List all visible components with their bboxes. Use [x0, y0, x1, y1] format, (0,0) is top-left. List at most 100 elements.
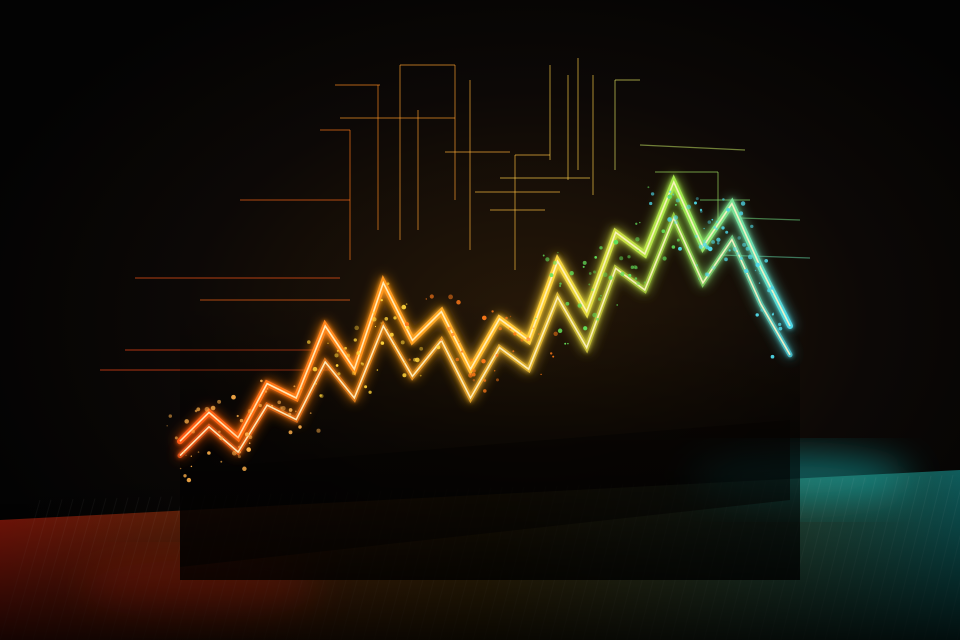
- spark: [728, 249, 731, 252]
- glowing-particles: [166, 186, 783, 483]
- spark: [376, 369, 379, 371]
- spark: [737, 236, 741, 240]
- spark: [588, 283, 591, 286]
- spark: [316, 428, 321, 433]
- spark: [755, 313, 759, 317]
- spark: [668, 190, 672, 194]
- spark: [405, 303, 408, 305]
- spark: [736, 252, 740, 255]
- spark: [190, 455, 192, 457]
- spark: [619, 256, 624, 261]
- spark: [520, 338, 524, 342]
- spark: [493, 370, 496, 372]
- spark: [380, 299, 383, 302]
- spark: [667, 194, 672, 200]
- spark: [217, 399, 222, 404]
- spark: [439, 339, 442, 342]
- spark: [496, 378, 499, 382]
- spark: [354, 325, 359, 331]
- spark: [760, 308, 764, 312]
- spark: [368, 390, 372, 394]
- spark: [635, 237, 640, 242]
- spark: [298, 425, 302, 429]
- spark: [425, 298, 428, 300]
- spark: [470, 358, 473, 362]
- spark: [495, 353, 499, 357]
- spark: [667, 217, 672, 222]
- spark: [725, 230, 729, 234]
- spark: [747, 254, 753, 260]
- spark: [491, 310, 494, 313]
- spark: [319, 394, 322, 397]
- spark: [403, 361, 406, 364]
- spark: [672, 193, 675, 196]
- bar-shadow-fade: [180, 300, 800, 580]
- spark: [746, 274, 748, 276]
- spark: [429, 294, 434, 299]
- spark: [288, 412, 292, 416]
- spark: [764, 258, 769, 263]
- spark: [565, 301, 570, 306]
- spark: [671, 245, 676, 249]
- spark: [678, 246, 682, 251]
- spark: [413, 357, 417, 362]
- spark: [448, 294, 453, 300]
- spark: [468, 373, 473, 378]
- spark: [724, 257, 728, 262]
- spark: [591, 288, 594, 292]
- spark: [307, 340, 311, 344]
- spark: [334, 353, 339, 358]
- spark: [186, 477, 192, 483]
- spark: [220, 460, 223, 463]
- spark: [191, 429, 195, 434]
- spark: [277, 400, 282, 405]
- spark: [168, 414, 173, 418]
- spark: [599, 246, 603, 250]
- spark: [702, 239, 707, 244]
- spark: [767, 288, 771, 293]
- spark: [540, 373, 542, 376]
- spark: [694, 234, 698, 238]
- spark: [236, 414, 239, 418]
- spark: [643, 281, 646, 284]
- spark: [744, 268, 749, 274]
- spark: [697, 278, 700, 280]
- spark: [207, 451, 211, 455]
- spark: [351, 371, 356, 376]
- spark: [196, 407, 201, 412]
- spark: [702, 242, 707, 247]
- spark: [364, 385, 368, 389]
- spark: [402, 373, 407, 378]
- spark: [549, 352, 553, 355]
- spark: [630, 265, 635, 270]
- spark: [183, 474, 187, 478]
- spark: [722, 198, 725, 201]
- spark: [711, 265, 716, 270]
- spark: [553, 331, 558, 337]
- spark: [588, 272, 592, 275]
- spark: [634, 265, 638, 270]
- spark: [194, 409, 198, 413]
- spark: [337, 372, 341, 376]
- spark: [756, 297, 759, 300]
- spark: [266, 388, 269, 390]
- spark: [582, 265, 585, 268]
- spark: [698, 244, 703, 249]
- spark: [166, 425, 168, 427]
- spark: [650, 192, 655, 196]
- spark: [755, 262, 760, 268]
- spark: [280, 405, 286, 411]
- spark: [336, 349, 339, 352]
- spark: [569, 271, 574, 276]
- spark: [389, 332, 394, 337]
- spark: [532, 327, 534, 329]
- spark: [535, 317, 537, 320]
- spark: [700, 210, 703, 213]
- spark: [583, 326, 588, 331]
- spark: [675, 198, 680, 203]
- spark: [686, 204, 692, 210]
- spark: [557, 251, 559, 254]
- spark: [597, 297, 602, 301]
- spark: [184, 419, 189, 424]
- spark: [505, 316, 508, 320]
